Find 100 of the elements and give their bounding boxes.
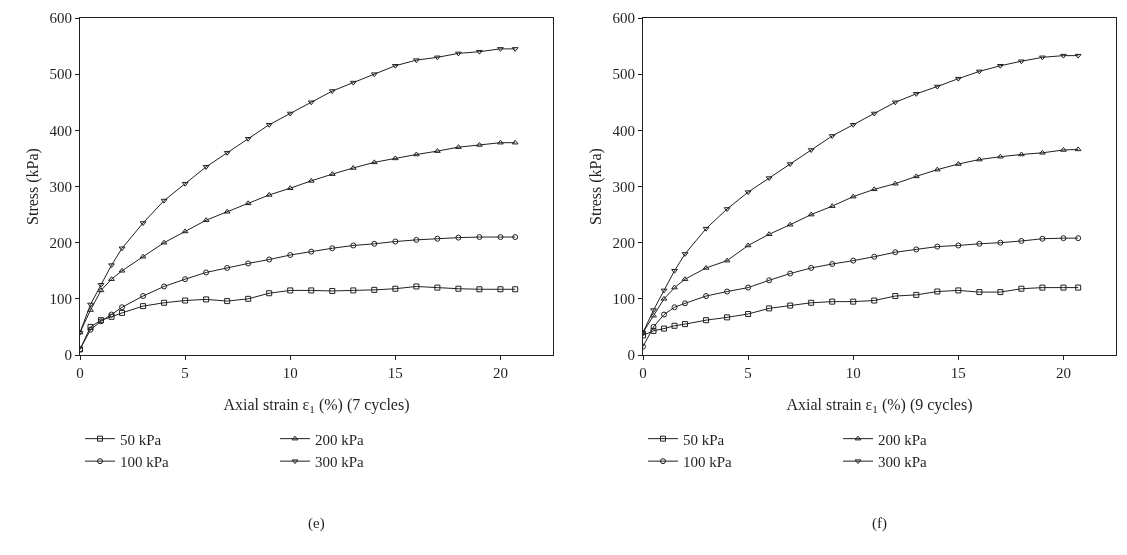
point (265, 191, 273, 197)
point (329, 287, 336, 294)
point (161, 299, 168, 306)
point (370, 72, 378, 78)
point (787, 270, 794, 277)
point (108, 276, 115, 281)
point (1039, 235, 1046, 242)
point (160, 198, 168, 204)
point (286, 111, 294, 117)
point (140, 303, 147, 310)
point (307, 177, 315, 183)
point (850, 257, 857, 264)
x-tick-label: 15 (950, 365, 966, 381)
x-tick-label: 0 (76, 365, 84, 381)
point (934, 243, 941, 250)
y-tick-label: 0 (627, 347, 635, 364)
y-tick-label: 200 (612, 234, 635, 251)
point (671, 322, 678, 329)
point (744, 190, 752, 196)
point (870, 111, 878, 117)
point (1039, 149, 1046, 155)
point (870, 186, 878, 192)
point (724, 288, 731, 295)
point (671, 284, 678, 290)
point (787, 302, 794, 309)
point (349, 164, 357, 170)
point (511, 139, 519, 145)
point (724, 314, 731, 321)
point (182, 276, 189, 283)
point (97, 287, 105, 293)
point (661, 311, 668, 318)
y-tick-label: 500 (49, 66, 72, 83)
point (328, 89, 336, 95)
point (307, 100, 315, 106)
point (224, 298, 231, 305)
x-axis-title: Axial strain ε$_{1}$ (%) (9 cycles) (786, 395, 973, 416)
point (329, 245, 336, 252)
point (650, 312, 657, 318)
point (412, 151, 420, 157)
point (849, 193, 857, 199)
point (182, 297, 189, 304)
point (476, 286, 483, 293)
point (1018, 151, 1025, 157)
point (660, 295, 668, 301)
y-tick-label: 400 (49, 122, 72, 139)
point (223, 208, 231, 214)
point (350, 287, 357, 294)
point (160, 239, 168, 245)
point (807, 211, 815, 217)
point (308, 248, 315, 255)
point (371, 286, 378, 293)
point (139, 253, 147, 259)
point (829, 298, 836, 305)
point (850, 298, 857, 305)
point (913, 246, 920, 253)
y-tick-label: 600 (612, 10, 635, 27)
point (650, 327, 657, 334)
point (87, 326, 94, 333)
point (976, 289, 983, 296)
point (766, 305, 773, 312)
point (1060, 284, 1067, 291)
point (682, 300, 689, 307)
y-tick-label: 200 (49, 234, 72, 251)
text: (e) (308, 515, 325, 532)
point (671, 304, 678, 311)
point (891, 180, 899, 186)
point (765, 176, 773, 182)
point (476, 234, 483, 241)
point (87, 323, 94, 330)
point (370, 159, 378, 165)
point (745, 311, 752, 317)
point (650, 308, 657, 314)
point (849, 122, 857, 128)
text: (f) (872, 515, 887, 532)
point (1074, 146, 1082, 152)
y-axis-title: Stress (kPa) (587, 148, 605, 225)
x-tick-label: 10 (282, 365, 298, 381)
point (413, 283, 420, 290)
point (203, 296, 210, 303)
point (245, 260, 252, 267)
point (244, 200, 252, 206)
point (1039, 284, 1046, 291)
y-tick-label: 300 (49, 178, 72, 195)
legend-label: 300 kPa (315, 454, 365, 470)
point (1018, 285, 1025, 292)
point (497, 47, 504, 52)
point (892, 249, 899, 256)
point (287, 287, 294, 294)
point (455, 285, 462, 292)
point (682, 321, 689, 328)
point (497, 139, 504, 145)
point (871, 297, 878, 304)
legend-label: 50 kPa (120, 431, 162, 448)
point (744, 242, 752, 248)
point (224, 264, 231, 271)
point (434, 235, 441, 242)
y-tick-label: 100 (49, 291, 72, 308)
y-tick-label: 600 (49, 10, 72, 27)
point (997, 239, 1004, 246)
point (476, 49, 483, 55)
